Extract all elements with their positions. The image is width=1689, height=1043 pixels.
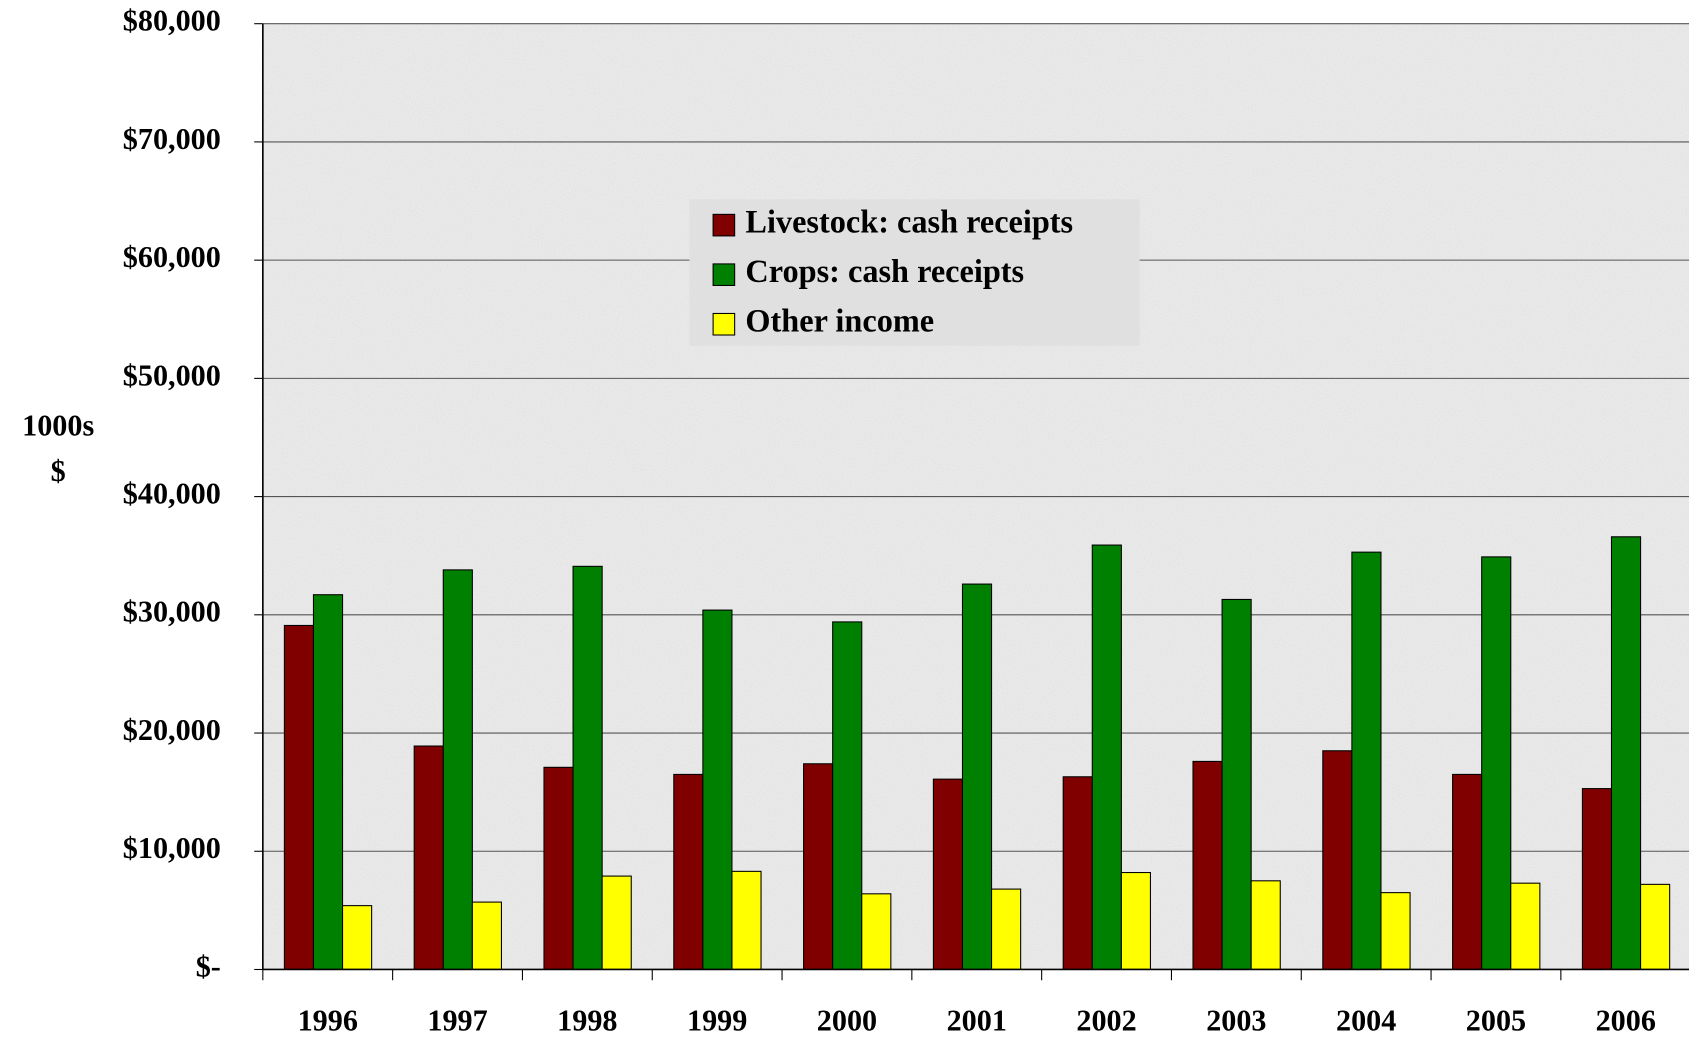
bar [601,875,632,971]
bar [283,624,315,971]
y-tick-label: $60,000 [123,240,221,274]
legend-label: Other income [745,303,934,339]
y-tick-label: $80,000 [123,4,221,38]
bar [1062,776,1093,971]
y-tick-label: $70,000 [123,122,221,156]
bar [702,609,733,971]
bar [1351,551,1382,971]
legend-swatch [712,213,736,237]
x-tick-label: 2003 [1206,1003,1266,1037]
x-tick-label: 2002 [1076,1003,1136,1037]
x-tick-label: 1997 [427,1003,487,1037]
bar [803,763,834,971]
y-tick-label: $50,000 [123,358,221,392]
bar [1091,544,1122,971]
bar [1380,892,1411,971]
x-tick-label: 2004 [1336,1003,1396,1037]
bar [413,745,444,971]
bar [1610,536,1642,971]
bar [1250,880,1281,971]
bar [861,893,892,971]
x-tick-label: 2001 [947,1003,1007,1037]
y-tick-label: $- [196,949,221,983]
x-tick-label: 2006 [1596,1003,1656,1037]
bar [572,565,603,971]
x-tick-label: 1996 [298,1003,358,1037]
x-tick-label: 1998 [557,1003,617,1037]
y-tick-label: $10,000 [123,831,221,865]
y-tick-label: $30,000 [123,595,221,629]
bar [1322,750,1353,971]
bar [1221,598,1252,971]
bar [991,888,1022,971]
bar [442,569,473,971]
bar [1581,788,1613,971]
x-tick-label: 2000 [817,1003,877,1037]
bar [932,778,964,971]
y-tick-label: $20,000 [123,713,221,747]
bar [312,594,344,971]
bar [961,583,993,971]
bar [543,766,574,971]
plot-group: 1000s $ $- $10,000 $20,000 $30,000 $40,000 $5… [22,4,1689,1037]
bar [832,621,863,971]
x-tick-label: 1999 [687,1003,747,1037]
bar [471,901,502,971]
legend-label: Crops: cash receipts [745,253,1024,289]
legend-swatch [712,312,736,336]
bar [1452,773,1483,971]
bar [1120,871,1151,971]
bar [342,905,373,971]
bar [731,870,762,971]
legend-label: Livestock: cash receipts [745,204,1073,240]
x-tick-label: 2005 [1466,1003,1526,1037]
y-axis-label: 1000s [22,409,94,443]
y-axis-label: $ [51,454,66,488]
y-tick-label: $40,000 [123,477,221,511]
bar [1640,883,1671,971]
bar [1481,556,1512,971]
legend-background [689,199,1140,346]
bar [1510,882,1541,971]
bar [1192,760,1223,971]
bar [673,773,704,971]
legend-swatch [712,263,736,286]
